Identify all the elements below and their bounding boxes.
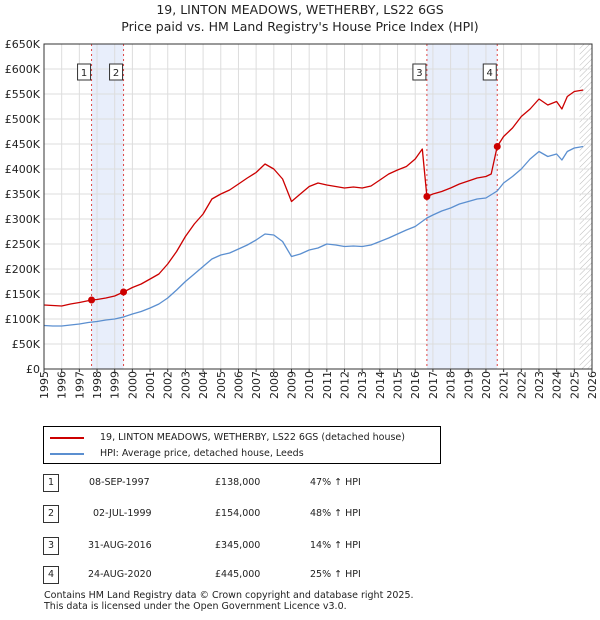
x-tick-label: 2000: [126, 371, 139, 399]
y-tick-label: £550K: [5, 88, 41, 101]
chart-subtitle: Price paid vs. HM Land Registry's House …: [121, 19, 478, 34]
y-tick-label: £0: [26, 363, 40, 376]
x-tick-label: 2002: [162, 371, 175, 399]
x-tick-label: 2010: [303, 371, 316, 399]
footer-licence: This data is licensed under the Open Gov…: [44, 601, 347, 612]
y-tick-label: £350K: [5, 188, 41, 201]
x-tick-label: 2026: [586, 371, 599, 399]
x-tick-label: 2022: [515, 371, 528, 399]
legend-label-hpi: HPI: Average price, detached house, Leed…: [100, 448, 304, 459]
sale-marker-label: 1: [81, 68, 87, 79]
sale-hpi-change: 25% ↑ HPI: [310, 569, 361, 580]
hpi-line: [43, 145, 584, 327]
x-tick-label: 2008: [268, 371, 281, 399]
x-tick-label: 2019: [462, 371, 475, 399]
x-tick-label: 2023: [533, 371, 546, 399]
sale-hpi-change: 48% ↑ HPI: [310, 508, 361, 519]
chart-legend: 19, LINTON MEADOWS, WETHERBY, LS22 6GS (…: [43, 426, 441, 464]
legend-swatch-property: [50, 437, 84, 439]
sale-marker-box: [482, 63, 497, 81]
y-tick-label: £500K: [5, 113, 41, 126]
x-tick-label: 1996: [56, 371, 69, 399]
sale-marker-box: [109, 63, 124, 81]
x-tick-label: 2006: [232, 371, 245, 399]
x-tick-label: 1999: [109, 371, 122, 399]
sale-marker-label: 3: [416, 68, 422, 79]
sale-price: £445,000: [215, 569, 261, 580]
x-tick-label: 1995: [38, 371, 51, 399]
y-tick-label: £450K: [5, 138, 41, 151]
plot-frame: [43, 43, 593, 370]
x-tick-label: 2017: [427, 371, 440, 399]
sale-price: £154,000: [215, 508, 261, 519]
sale-price: £138,000: [215, 477, 261, 488]
sale-date: 08-SEP-1997: [89, 477, 150, 488]
sale-date: 24-AUG-2020: [88, 569, 152, 580]
x-tick-label: 2021: [498, 371, 511, 399]
sale-point: [120, 288, 128, 296]
sale-point: [88, 296, 96, 304]
y-tick-label: £200K: [5, 263, 41, 276]
x-tick-label: 1998: [91, 371, 104, 399]
sale-point: [423, 193, 431, 200]
x-tick-label: 2018: [445, 371, 458, 399]
y-tick-label: £300K: [5, 213, 41, 226]
x-tick-label: 2004: [197, 371, 210, 399]
x-tick-label: 2012: [339, 371, 352, 399]
sale-date: 31-AUG-2016: [88, 540, 152, 551]
sale-number-badge: 3: [43, 537, 59, 555]
legend-swatch-hpi: [50, 453, 84, 455]
sale-hpi-change: 47% ↑ HPI: [310, 477, 361, 488]
y-tick-label: £400K: [5, 163, 41, 176]
sale-number-badge: 4: [43, 566, 59, 584]
sale-number-badge: 1: [43, 474, 59, 492]
y-tick-label: £100K: [5, 313, 41, 326]
x-tick-label: 2014: [374, 371, 387, 399]
y-tick-label: £250K: [5, 238, 41, 251]
x-tick-label: 2025: [568, 371, 581, 399]
sale-marker-label: 2: [113, 68, 119, 79]
x-tick-label: 2009: [285, 371, 298, 399]
x-tick-label: 2001: [144, 371, 157, 399]
sale-date: 02-JUL-1999: [93, 508, 152, 519]
forecast-hatch: [579, 44, 592, 369]
x-tick-label: 2015: [392, 371, 405, 399]
sale-price: £345,000: [215, 540, 261, 551]
y-tick-label: £50K: [12, 338, 41, 351]
ownership-band: [426, 44, 498, 369]
x-tick-label: 2016: [409, 371, 422, 399]
x-tick-label: 2013: [356, 371, 369, 399]
y-tick-label: £600K: [5, 63, 41, 76]
sale-point: [493, 143, 501, 150]
x-tick-label: 1997: [73, 371, 86, 399]
sale-number-badge: 2: [43, 505, 59, 523]
legend-label-property: 19, LINTON MEADOWS, WETHERBY, LS22 6GS (…: [100, 432, 405, 443]
x-tick-label: 2011: [321, 371, 334, 399]
sale-marker-box: [412, 63, 427, 81]
x-tick-label: 2020: [480, 371, 493, 399]
y-tick-label: £150K: [5, 288, 41, 301]
price-chart: 19, LINTON MEADOWS, WETHERBY, LS22 6GS P…: [5, 2, 599, 399]
x-tick-label: 2003: [179, 371, 192, 399]
x-tick-label: 2007: [250, 371, 263, 399]
footer-copyright: Contains HM Land Registry data © Crown c…: [44, 590, 414, 601]
chart-title: 19, LINTON MEADOWS, WETHERBY, LS22 6GS: [156, 2, 443, 17]
footer-attribution: Contains HM Land Registry data © Crown c…: [44, 590, 414, 612]
y-tick-label: £650K: [5, 38, 41, 51]
plot-area: [44, 44, 592, 369]
sale-hpi-change: 14% ↑ HPI: [310, 540, 361, 551]
x-tick-label: 2005: [215, 371, 228, 399]
x-tick-label: 2024: [551, 371, 564, 399]
property-price-line: [43, 89, 584, 307]
sale-marker-label: 4: [487, 68, 493, 79]
sale-marker-box: [77, 63, 92, 81]
